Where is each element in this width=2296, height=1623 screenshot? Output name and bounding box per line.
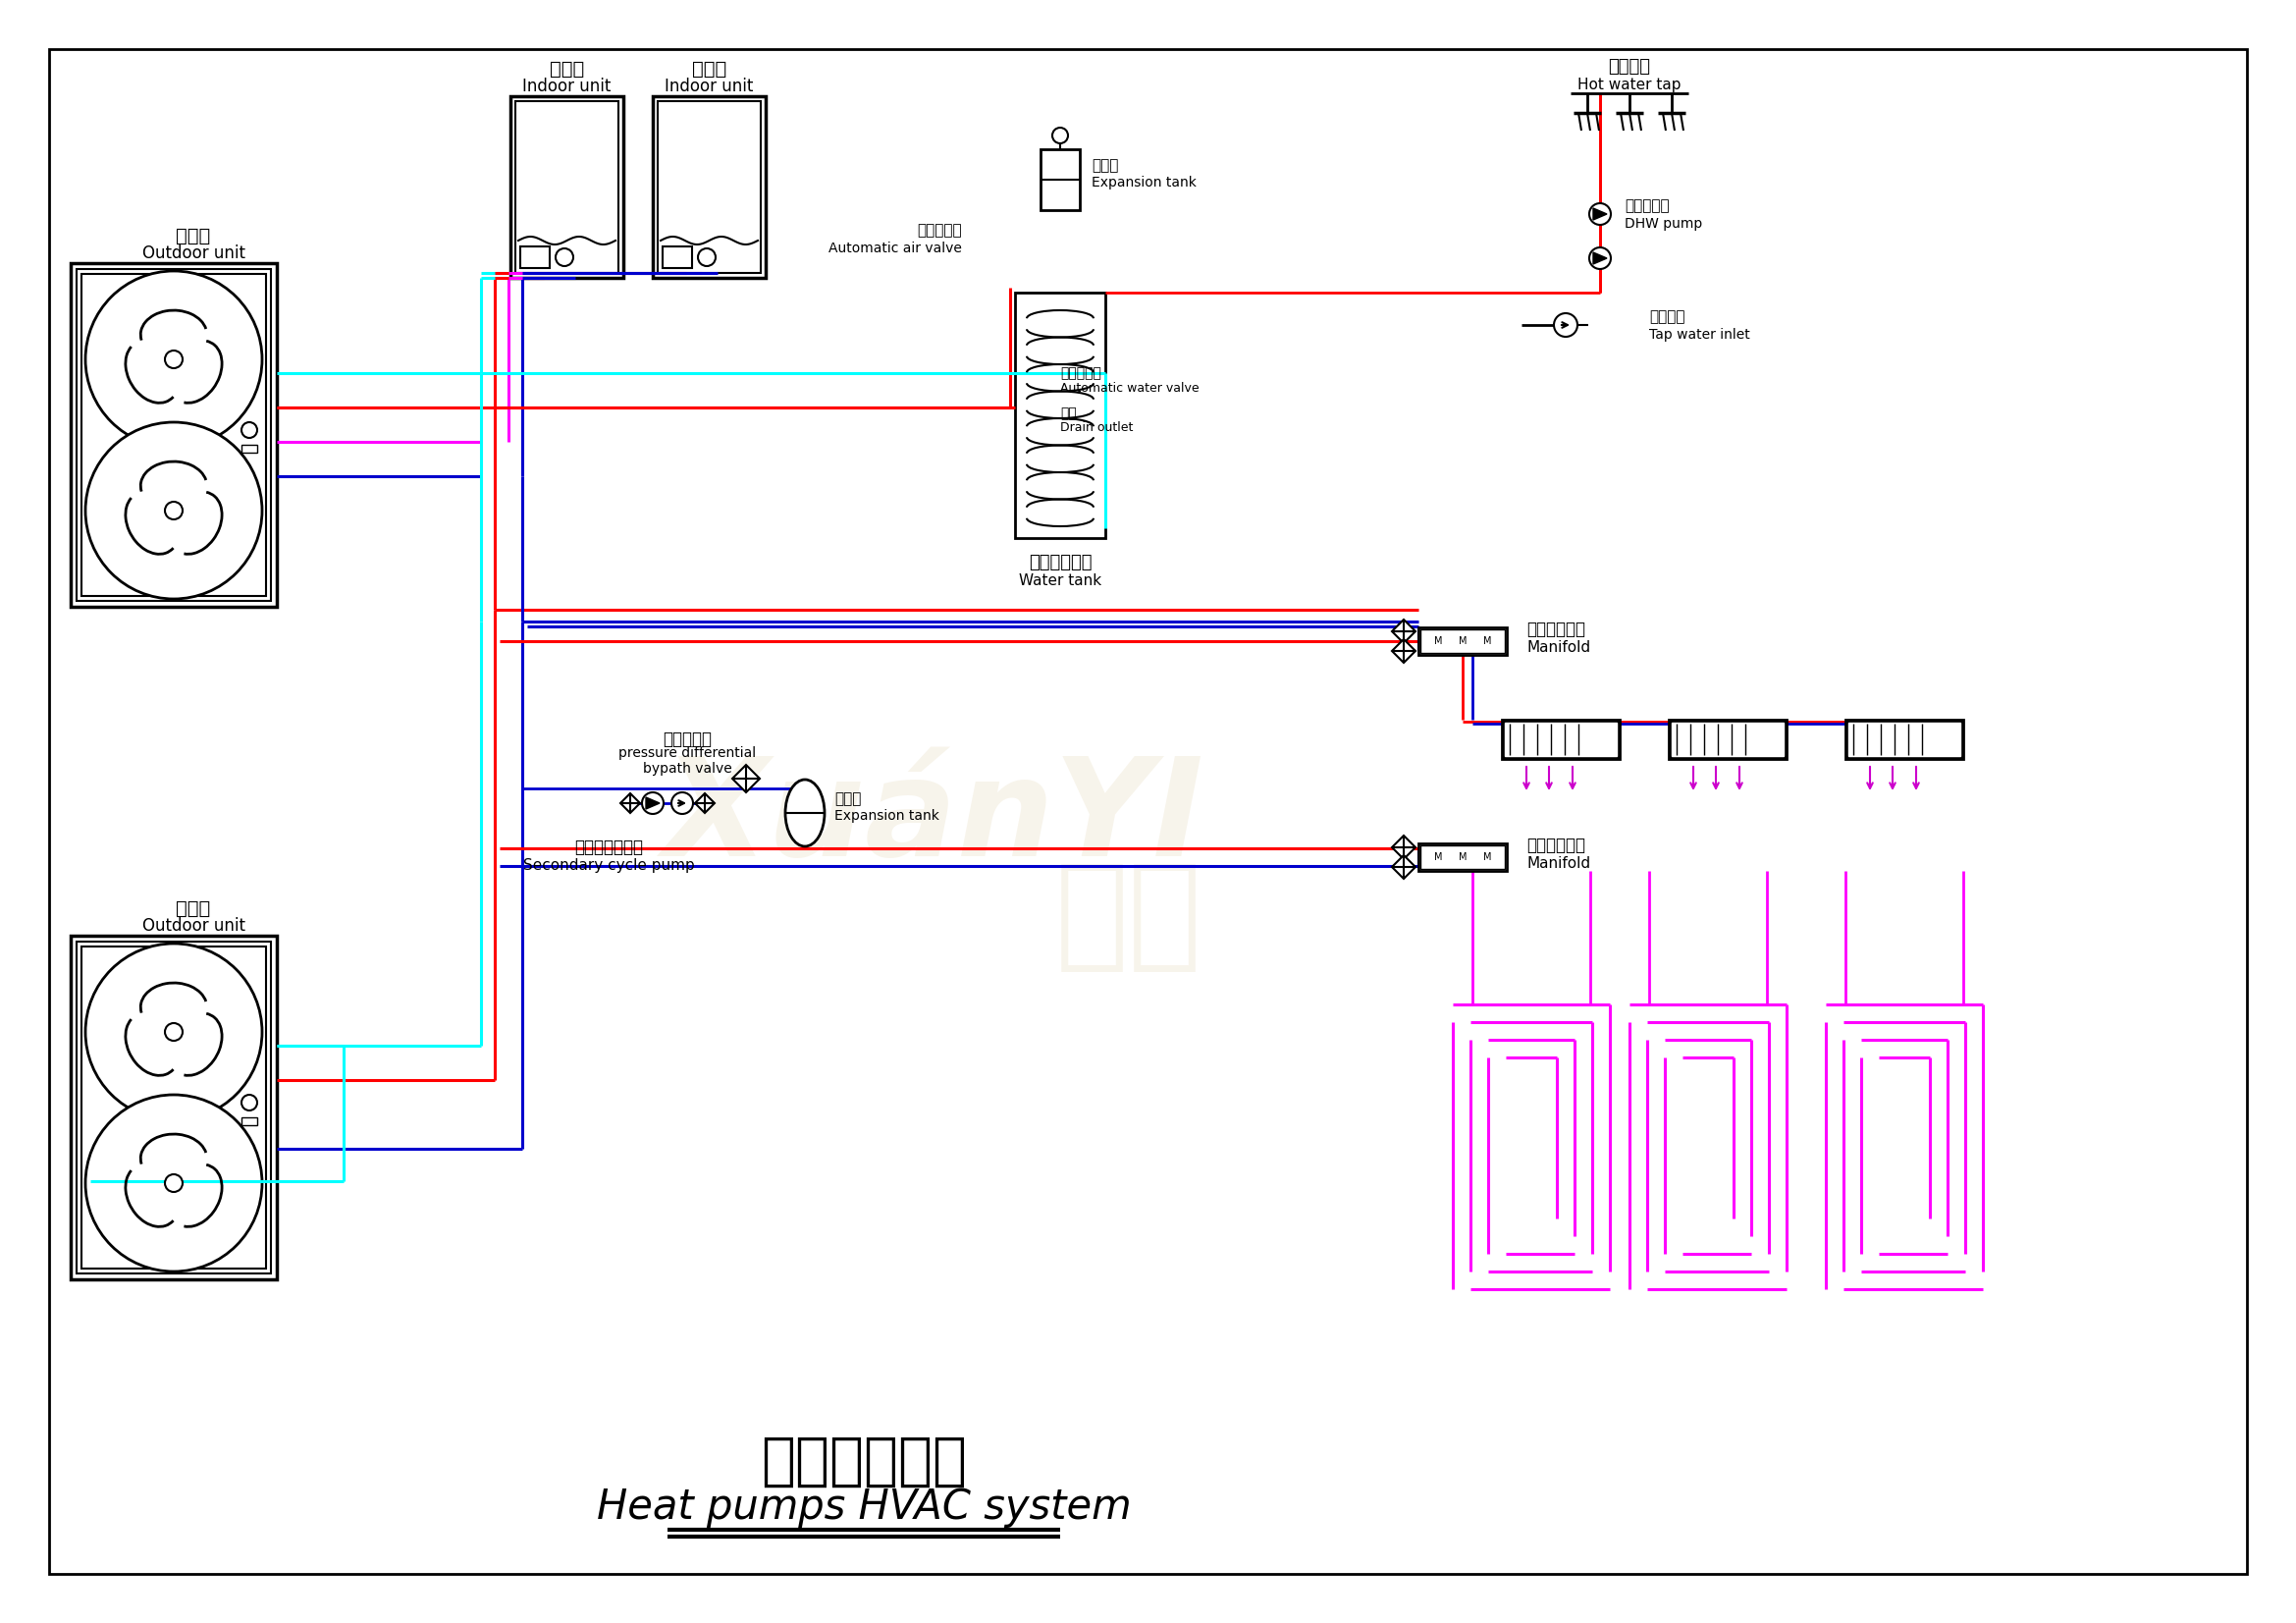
Text: DHW pump: DHW pump [1626,217,1701,230]
Bar [71,936,278,1279]
Text: Manifold: Manifold [1527,639,1591,654]
Bar [241,445,257,453]
Text: 室内机: 室内机 [691,60,726,78]
Bar [1502,719,1619,760]
Text: 空调集分水器: 空调集分水器 [1527,620,1584,638]
Text: 自动排气阀: 自动排气阀 [916,224,962,239]
Text: 生活热水水箱: 生活热水水箱 [1029,553,1093,571]
Bar [80,946,266,1269]
Bar [1421,630,1504,652]
Text: Drain outlet: Drain outlet [1061,420,1134,433]
Text: 自动补水阀: 自动补水阀 [1061,367,1102,380]
Text: XuánYI: XuánYI [661,751,1203,885]
Bar [241,1117,257,1125]
Text: Water tank: Water tank [1019,573,1102,588]
Circle shape [670,792,693,815]
Bar [80,274,266,596]
Circle shape [1554,313,1577,338]
Bar [1671,722,1784,756]
Text: 源壹: 源壹 [1056,857,1203,975]
Text: 室外机: 室外机 [177,226,211,245]
Circle shape [85,271,262,448]
Ellipse shape [785,779,824,846]
Bar [514,101,618,273]
Circle shape [556,248,574,266]
Circle shape [241,422,257,438]
Polygon shape [1391,639,1417,662]
Bar [652,96,765,278]
Bar [664,247,691,268]
Text: Heat pumps HVAC system: Heat pumps HVAC system [597,1487,1132,1527]
Text: 压差旁通阀: 压差旁通阀 [664,730,712,748]
Text: Outdoor unit: Outdoor unit [142,917,246,935]
Bar [1040,149,1079,209]
Circle shape [1589,247,1612,269]
Circle shape [165,351,184,368]
Text: pressure differential
bypath valve: pressure differential bypath valve [618,747,755,776]
Text: Hot water tap: Hot water tap [1577,76,1681,93]
Text: 膨胀罐: 膨胀罐 [833,792,861,807]
Text: 地暖集分水器: 地暖集分水器 [1527,836,1584,854]
Text: M: M [1458,636,1467,646]
Polygon shape [620,794,641,813]
Circle shape [698,248,716,266]
Text: 空调系统二次泵: 空调系统二次泵 [574,839,643,857]
Bar [1421,846,1504,868]
Polygon shape [1391,855,1417,878]
Text: 生活热水泵: 生活热水泵 [1626,200,1669,214]
Bar [76,941,271,1274]
Circle shape [165,1022,184,1040]
Text: Automatic water valve: Automatic water valve [1061,381,1199,394]
Text: Manifold: Manifold [1527,855,1591,870]
Text: Automatic air valve: Automatic air valve [829,242,962,255]
Circle shape [85,943,262,1120]
Text: M: M [1435,636,1442,646]
Text: Expansion tank: Expansion tank [1091,175,1196,190]
Text: 排水: 排水 [1061,406,1077,420]
Bar [1848,722,1961,756]
Text: M: M [1483,636,1492,646]
Bar [1846,719,1963,760]
Bar [1669,719,1786,760]
Circle shape [1589,203,1612,226]
Text: Indoor unit: Indoor unit [666,78,753,96]
Polygon shape [1593,252,1607,265]
Polygon shape [1593,208,1607,221]
Circle shape [643,792,664,815]
Bar [657,101,760,273]
Text: 双热泵系统图: 双热泵系统图 [760,1433,967,1488]
Text: 热水龙头: 热水龙头 [1609,58,1651,76]
Polygon shape [732,764,760,792]
Text: Indoor unit: Indoor unit [523,78,611,96]
Text: Tap water inlet: Tap water inlet [1649,328,1750,342]
Bar [1504,722,1616,756]
Bar [1015,292,1104,539]
Text: 室外机: 室外机 [177,899,211,917]
Bar [71,263,278,607]
Circle shape [165,502,184,519]
Circle shape [241,1096,257,1110]
Circle shape [85,422,262,599]
Text: Outdoor unit: Outdoor unit [142,245,246,263]
Circle shape [85,1096,262,1271]
Text: Secondary cycle pump: Secondary cycle pump [523,857,693,873]
Text: M: M [1435,852,1442,862]
Text: 自来水进: 自来水进 [1649,310,1685,325]
Polygon shape [696,794,714,813]
Text: 室内机: 室内机 [549,60,583,78]
Bar [521,247,549,268]
Bar [510,96,622,278]
Circle shape [1052,128,1068,143]
Bar [76,269,271,601]
Polygon shape [1391,836,1417,859]
Text: M: M [1458,852,1467,862]
Circle shape [165,1175,184,1191]
Polygon shape [1391,620,1417,643]
Text: 膨胀罐: 膨胀罐 [1091,159,1118,174]
Text: M: M [1483,852,1492,862]
Bar [1419,628,1506,656]
Text: Expansion tank: Expansion tank [833,808,939,823]
Polygon shape [645,797,659,808]
Bar [1419,844,1506,872]
